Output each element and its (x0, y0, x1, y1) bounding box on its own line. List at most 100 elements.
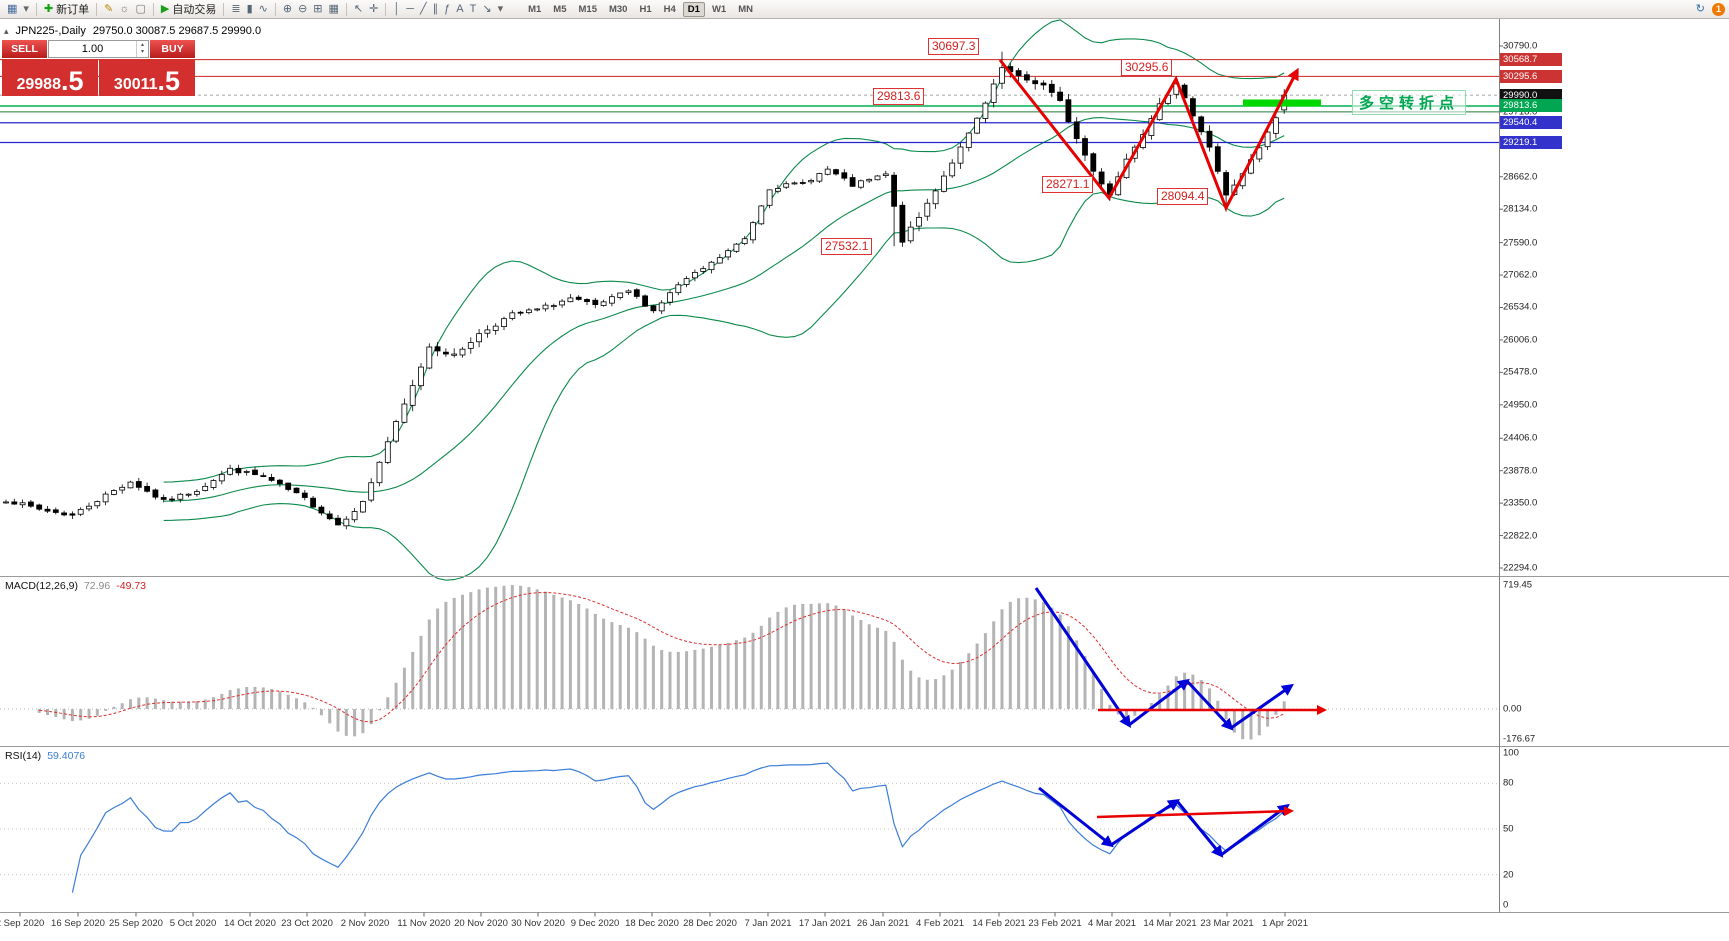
fullscreen-button[interactable]: ▢ (132, 1, 148, 18)
vertical-line-button[interactable]: │ (390, 1, 403, 18)
one-click-collapse-icon[interactable]: ▴ (4, 25, 9, 36)
one-click-trading-panel: SELL 1.00 ▴ ▾ BUY 29988.5 30011.5 (2, 40, 195, 96)
time-axis-label: 25 Sep 2020 (109, 918, 163, 929)
time-axis-label: 26 Jan 2021 (856, 918, 910, 929)
bar-chart-button[interactable]: ≣ (228, 1, 243, 18)
arrows-dropdown[interactable]: ▾ (495, 1, 507, 18)
volume-box: 1.00 ▴ ▾ (48, 40, 149, 58)
time-axis-label: 16 Sep 2020 (51, 918, 105, 929)
metaeditor-button[interactable]: ✎ (101, 1, 116, 18)
trend-arrow-macd[interactable] (1230, 683, 1294, 730)
trend-arrow-rsi[interactable] (1220, 803, 1290, 857)
trend-arrow-macd[interactable] (1185, 679, 1234, 731)
price-level-label: 30295.6 (1500, 69, 1562, 83)
trend-arrow-rsi[interactable] (1175, 800, 1224, 858)
timeframe-group: M1 M5 M15 M30 H1 H4 D1 W1 MN (522, 0, 759, 18)
timeframe-button-d1[interactable]: D1 (682, 1, 705, 17)
crosshair-button[interactable]: ✛ (366, 1, 381, 18)
price-level-label: 29219.1 (1500, 136, 1562, 150)
text-button[interactable]: A (453, 1, 466, 18)
macd-signal-line (39, 591, 1285, 723)
new-chart-dropdown[interactable]: ▾ (20, 1, 32, 18)
indicator-axis-label: 0.00 (1503, 703, 1522, 715)
candlestick-icon: ▮ (246, 2, 253, 15)
price-axis-tick: 26006.0 (1503, 334, 1538, 346)
trend-arrow-rsi[interactable] (1038, 786, 1114, 848)
volume-stepper: ▴ ▾ (136, 41, 148, 57)
buy-button[interactable]: BUY (150, 40, 195, 58)
volume-down-button[interactable]: ▾ (140, 49, 144, 55)
price-level-label: 29540.4 (1500, 116, 1562, 130)
sell-price-display[interactable]: 29988.5 (2, 59, 98, 96)
turning-point-note[interactable]: 多空转折点 (1352, 90, 1467, 115)
swing-annotation[interactable]: 30295.6 (1121, 59, 1173, 76)
rsi-name: RSI(14) (5, 750, 42, 762)
line-chart-button[interactable]: ∿ (256, 1, 271, 18)
rsi-level-lines (0, 782, 1499, 876)
horizontal-line-button[interactable]: ─ (403, 1, 417, 18)
sell-price-frac: .5 (60, 66, 84, 97)
fibonacci-button[interactable]: ƒ (441, 1, 453, 18)
timeframe-button-h1[interactable]: H1 (639, 3, 652, 15)
timeframe-button-m15[interactable]: M15 (578, 3, 597, 15)
rsi-indicator-label: RSI(14) 59.4076 (5, 750, 85, 762)
timeframe-button-m5[interactable]: M5 (553, 3, 567, 15)
cascade-windows-button[interactable]: ▦ (326, 1, 342, 18)
rsi-baseline-arrow[interactable] (1096, 806, 1294, 819)
time-axis-label: 28 Dec 2020 (683, 918, 737, 929)
buy-price-frac: .5 (157, 66, 181, 97)
toolbar-separator (96, 2, 98, 16)
indicator-axis-label: 0 (1503, 899, 1509, 911)
macd-histogram (37, 585, 1286, 740)
label-button[interactable]: T (467, 1, 480, 18)
arrow-down-right-icon: ↘ (482, 2, 492, 15)
channel-button[interactable]: ∥ (430, 1, 442, 18)
zoom-in-button[interactable]: ⊕ (280, 1, 295, 18)
tile-windows-button[interactable]: ⊞ (310, 1, 325, 18)
indicator-axis-label: -176.67 (1503, 733, 1536, 745)
community-button[interactable]: ↻ (1693, 1, 1708, 18)
rsi-line (71, 762, 1285, 893)
cursor-button[interactable]: ↖ (351, 1, 366, 18)
timeframe-button-m1[interactable]: M1 (528, 3, 542, 15)
toolbar-separator (223, 2, 225, 16)
swing-annotation[interactable]: 27532.1 (821, 238, 873, 255)
trendline-button[interactable]: ╱ (417, 1, 430, 18)
indicator-axis-label: 719.45 (1503, 579, 1533, 591)
tile-windows-icon: ⊞ (313, 2, 323, 15)
zoom-out-button[interactable]: ⊖ (295, 1, 310, 18)
volume-up-button[interactable]: ▴ (140, 42, 144, 48)
sell-button[interactable]: SELL (2, 40, 47, 58)
label-icon: T (469, 2, 477, 15)
autotrading-button[interactable]: ▶ 自动交易 (158, 1, 219, 18)
new-chart-button[interactable]: ▦ (4, 1, 20, 18)
trend-arrow-macd[interactable] (1034, 587, 1132, 728)
swing-annotation[interactable]: 28094.4 (1157, 188, 1209, 205)
candlestick-chart-button[interactable]: ▮ (244, 1, 256, 18)
price-axis-tick: 30790.0 (1503, 40, 1538, 52)
trend-zigzag-main[interactable] (998, 59, 1299, 212)
trend-arrow-macd[interactable] (1128, 678, 1190, 727)
zoom-out-icon: ⊖ (298, 2, 308, 15)
time-axis-label: 7 Jan 2021 (744, 918, 792, 929)
sell-price-main: 29988 (16, 76, 61, 93)
notifications-button[interactable]: 1 (1712, 2, 1725, 16)
new-order-button[interactable]: ✚ 新订单 (41, 1, 92, 18)
swing-annotation[interactable]: 28271.1 (1042, 176, 1094, 193)
timeframe-button-h4[interactable]: H4 (663, 3, 676, 15)
arrows-button[interactable]: ↘ (479, 1, 494, 18)
indicator-axis-label: 80 (1503, 777, 1514, 789)
swing-annotation[interactable]: 29813.6 (873, 88, 925, 105)
volume-input[interactable]: 1.00 (81, 43, 104, 55)
timeframe-button-m30[interactable]: M30 (608, 3, 628, 15)
price-axis-tick: 28662.0 (1503, 171, 1538, 183)
toolbar-separator (274, 2, 276, 16)
buy-price-display[interactable]: 30011.5 (99, 59, 195, 96)
trend-arrow-rsi[interactable] (1110, 799, 1180, 847)
timeframe-button-w1[interactable]: W1 (711, 3, 727, 15)
options-button[interactable]: ☼ (116, 1, 132, 18)
timeframe-button-mn[interactable]: MN (738, 3, 753, 15)
swing-annotation[interactable]: 30697.3 (928, 38, 980, 55)
time-axis-label: 30 Nov 2020 (511, 918, 565, 929)
